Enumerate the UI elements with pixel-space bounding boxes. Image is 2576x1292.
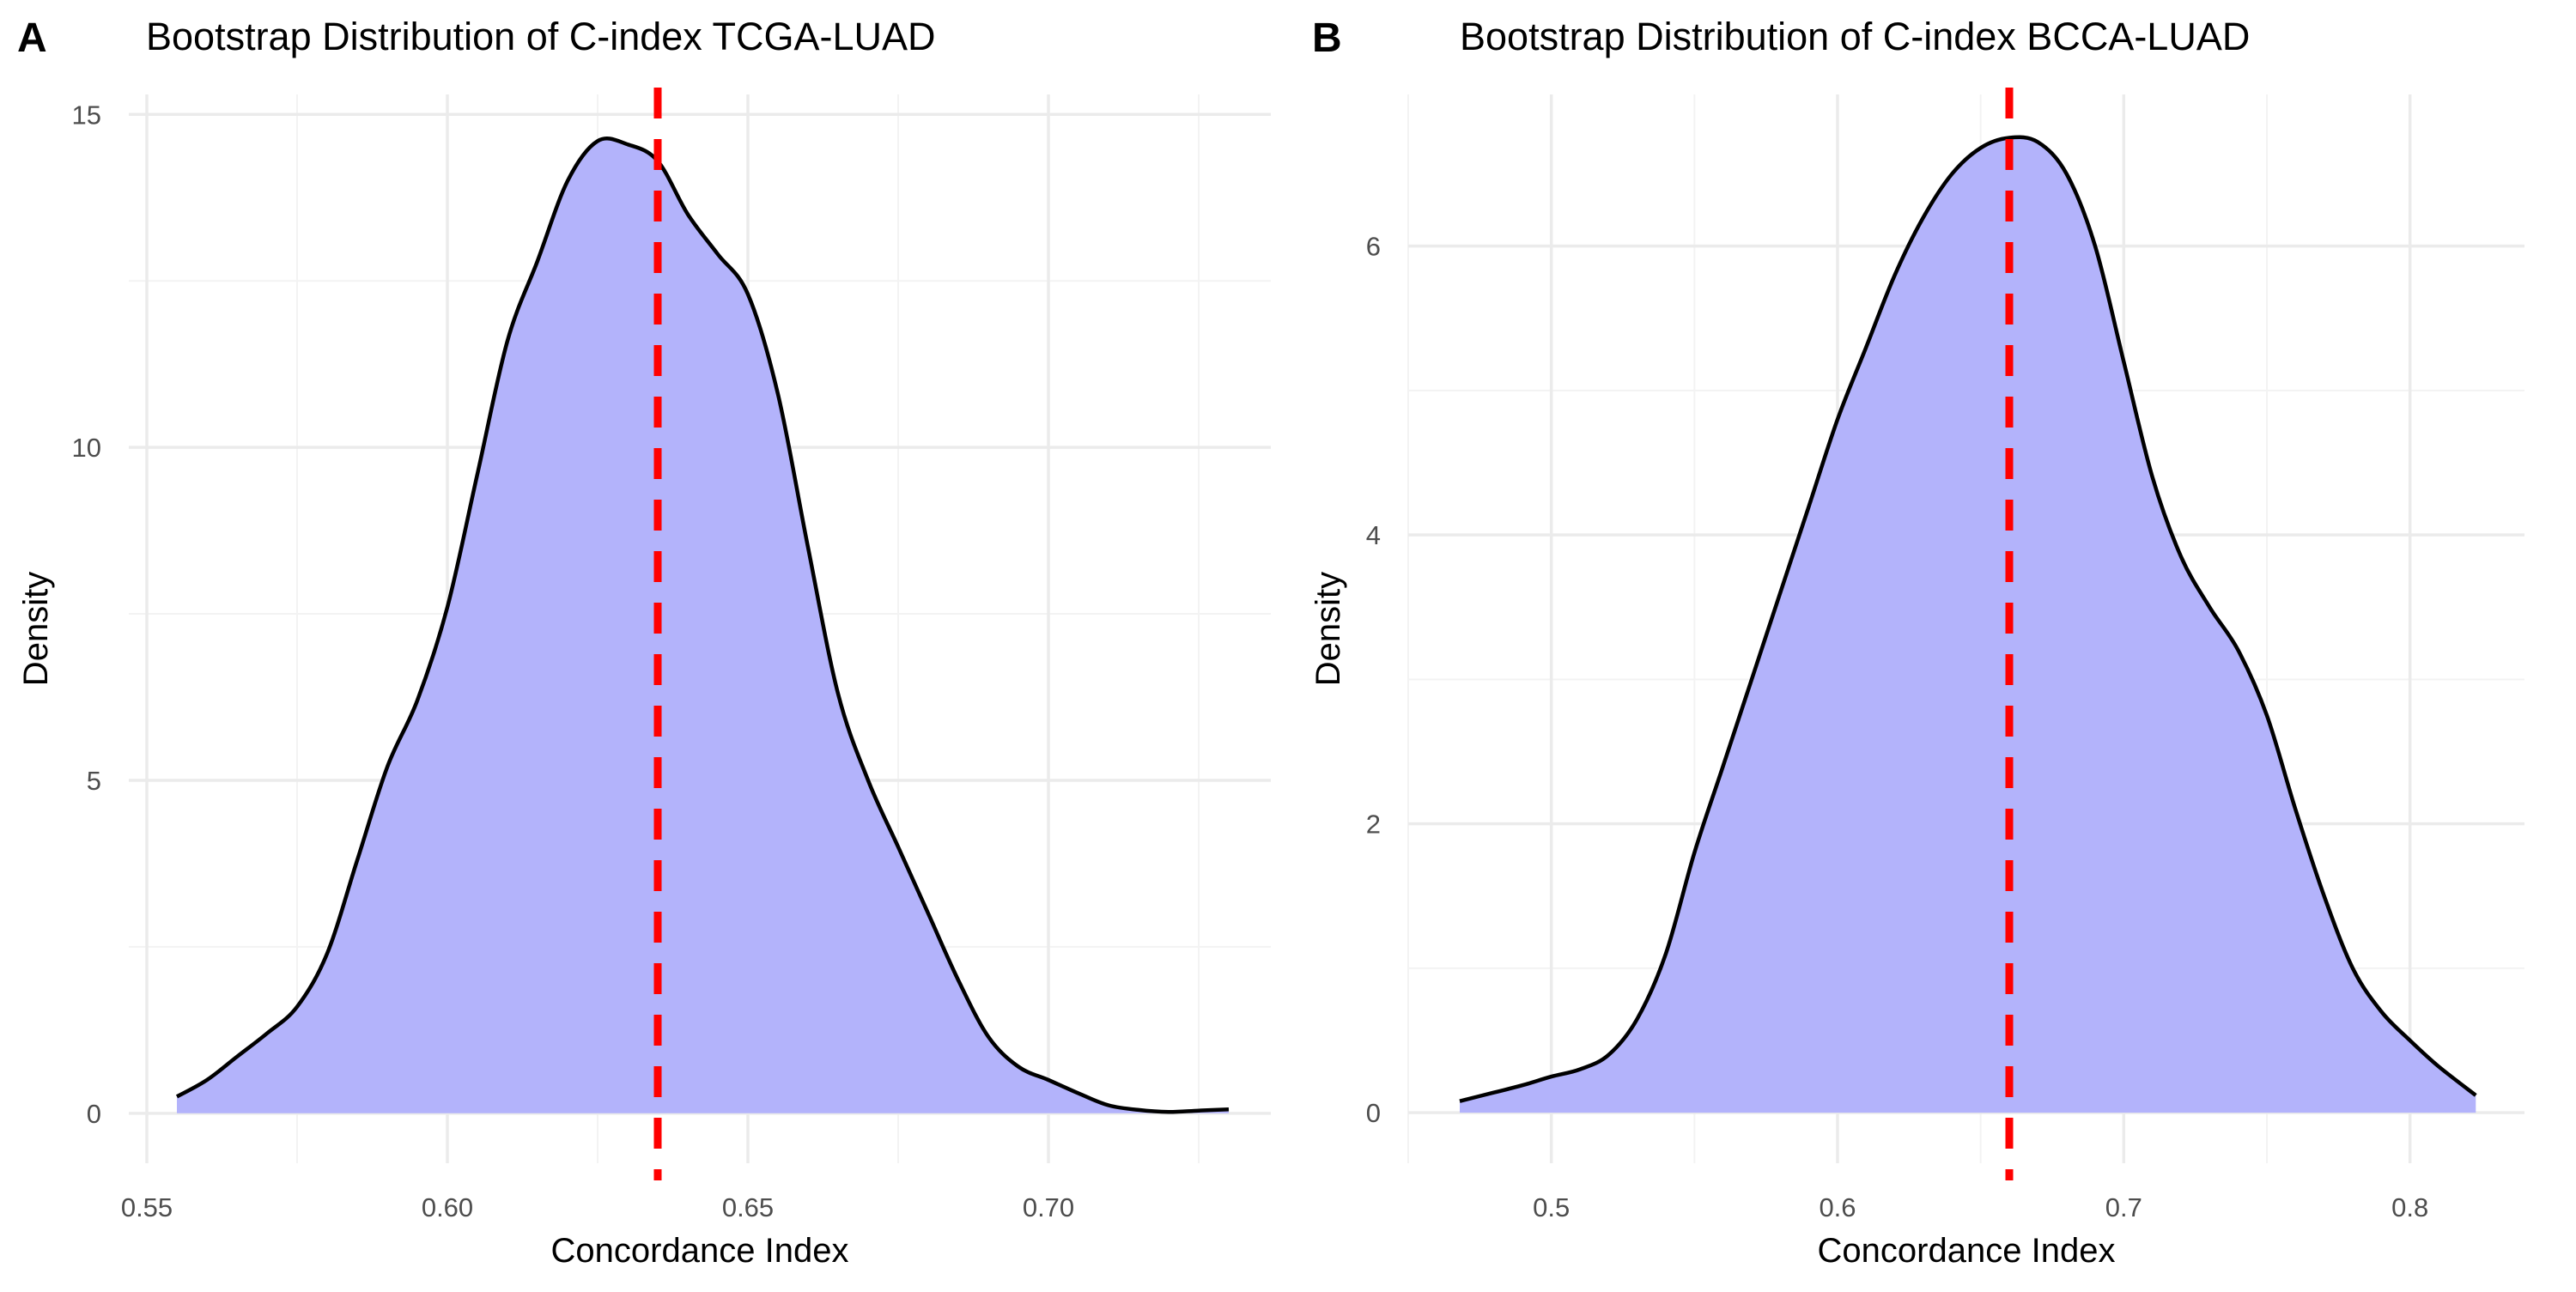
y-tick-label: 4 [1366,520,1381,550]
x-tick-label: 0.70 [1023,1192,1074,1222]
x-tick-label: 0.7 [2105,1192,2142,1222]
y-tick-label: 10 [72,433,101,463]
panel-label: B [1312,15,1342,61]
x-axis-title: Concordance Index [1818,1232,2116,1270]
y-tick-label: 15 [72,100,101,130]
y-tick-label: 0 [1366,1098,1381,1128]
x-tick-label: 0.60 [422,1192,473,1222]
y-axis-title: Density [1309,572,1347,686]
y-axis-title: Density [17,572,55,686]
density-area [177,138,1229,1113]
panel-label: A [17,15,47,61]
x-tick-label: 0.6 [1819,1192,1856,1222]
density-area [1460,136,2476,1113]
x-tick-label: 0.5 [1533,1192,1570,1222]
y-tick-label: 2 [1366,810,1381,840]
x-axis-title: Concordance Index [551,1232,849,1270]
chart-title: Bootstrap Distribution of C-index TCGA-L… [146,15,936,58]
density-line [1459,135,2477,1103]
y-tick-label: 0 [87,1099,101,1129]
x-tick-label: 0.65 [722,1192,774,1222]
chart-panel-b: 0.5 0.6 0.7 0.8 0 2 4 6 B Bootstrap Distribution … [1309,15,2524,1270]
chart-title: Bootstrap Distribution of C-index BCCA-L… [1460,15,2250,58]
y-tick-label: 5 [87,766,101,796]
density-line [175,136,1230,1114]
x-tick-label: 0.8 [2391,1192,2428,1222]
y-tick-label: 6 [1366,232,1381,262]
x-tick-label: 0.55 [121,1192,173,1222]
chart-panel-a: 0.55 0.60 0.65 0.70 0 5 10 15 A Bootstrap Distrib… [17,15,1271,1270]
